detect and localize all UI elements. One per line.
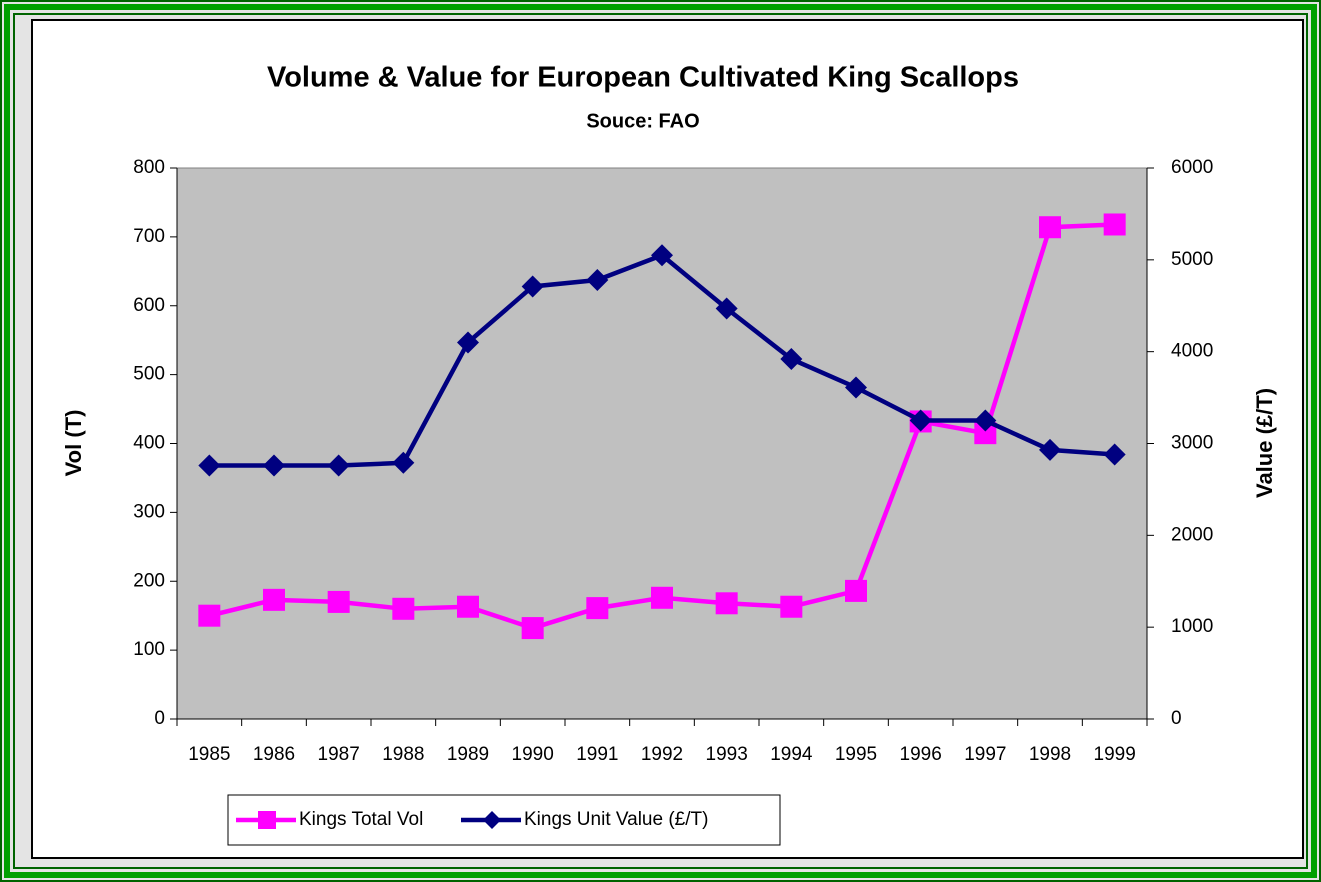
x-tick-label: 1995 bbox=[835, 744, 877, 765]
x-tick-label: 1988 bbox=[382, 744, 424, 765]
y2-tick-label: 4000 bbox=[1171, 341, 1213, 362]
x-tick-label: 1998 bbox=[1029, 744, 1071, 765]
x-tick-label: 1986 bbox=[253, 744, 295, 765]
y2-tick-label: 3000 bbox=[1171, 433, 1213, 454]
x-tick-label: 1987 bbox=[318, 744, 360, 765]
data-point bbox=[263, 454, 285, 477]
data-point bbox=[974, 422, 997, 445]
data-point bbox=[974, 409, 997, 432]
data-point bbox=[327, 454, 350, 477]
x-tick-label: 1996 bbox=[900, 744, 942, 765]
y-tick-label: 500 bbox=[133, 364, 165, 385]
y-tick-label: 800 bbox=[133, 157, 165, 178]
y-tick-label: 700 bbox=[133, 226, 165, 247]
y-tick-label: 300 bbox=[133, 501, 165, 522]
x-tick-label: 1997 bbox=[964, 744, 1006, 765]
data-point bbox=[715, 297, 738, 320]
data-point bbox=[198, 604, 221, 627]
data-point bbox=[1039, 438, 1061, 461]
data-point bbox=[392, 597, 415, 620]
data-point bbox=[780, 348, 803, 371]
data-point bbox=[327, 590, 350, 613]
legend-label: Kings Total Vol bbox=[299, 809, 423, 830]
x-tick-label: 1989 bbox=[447, 744, 489, 765]
data-point bbox=[263, 588, 285, 611]
data-point bbox=[651, 586, 673, 609]
data-point bbox=[845, 376, 867, 399]
data-point bbox=[392, 451, 415, 474]
x-tick-label: 1985 bbox=[188, 744, 230, 765]
data-point bbox=[521, 275, 544, 298]
y-tick-label: 600 bbox=[133, 295, 165, 316]
data-point bbox=[1103, 213, 1126, 236]
y2-tick-label: 2000 bbox=[1171, 524, 1213, 545]
y2-tick-label: 1000 bbox=[1171, 616, 1213, 637]
y-axis-label: Vol (T) bbox=[61, 410, 86, 477]
y-tick-label: 0 bbox=[154, 708, 165, 729]
data-point bbox=[457, 595, 479, 618]
data-point bbox=[586, 597, 609, 620]
x-tick-label: 1990 bbox=[512, 744, 554, 765]
y2-axis-label: Value (£/T) bbox=[1252, 388, 1277, 498]
legend-label: Kings Unit Value (£/T) bbox=[524, 809, 708, 830]
data-point bbox=[198, 454, 221, 477]
data-point bbox=[780, 595, 803, 618]
data-point bbox=[521, 617, 544, 640]
legend-marker bbox=[258, 811, 276, 829]
x-tick-label: 1993 bbox=[706, 744, 748, 765]
y-tick-label: 100 bbox=[133, 639, 165, 660]
data-point bbox=[715, 592, 738, 615]
chart-title: Volume & Value for European Cultivated K… bbox=[267, 62, 1019, 94]
data-point bbox=[457, 331, 479, 354]
data-point bbox=[1103, 443, 1126, 466]
frame-middle bbox=[4, 4, 1317, 878]
x-tick-label: 1994 bbox=[770, 744, 813, 765]
y2-tick-label: 6000 bbox=[1171, 157, 1213, 178]
legend-marker bbox=[483, 811, 501, 829]
y-tick-label: 200 bbox=[133, 570, 165, 591]
data-point bbox=[586, 269, 609, 292]
x-tick-label: 1991 bbox=[576, 744, 618, 765]
y2-tick-label: 0 bbox=[1171, 708, 1182, 729]
frame-inner bbox=[13, 13, 1308, 869]
chart-subtitle: Souce: FAO bbox=[586, 110, 699, 132]
y2-tick-label: 5000 bbox=[1171, 249, 1213, 270]
data-point bbox=[845, 579, 867, 602]
data-point bbox=[651, 244, 673, 267]
data-point bbox=[909, 409, 932, 432]
x-tick-label: 1992 bbox=[641, 744, 683, 765]
data-point bbox=[1039, 216, 1061, 239]
y-tick-label: 400 bbox=[133, 433, 165, 454]
x-tick-label: 1999 bbox=[1094, 744, 1136, 765]
